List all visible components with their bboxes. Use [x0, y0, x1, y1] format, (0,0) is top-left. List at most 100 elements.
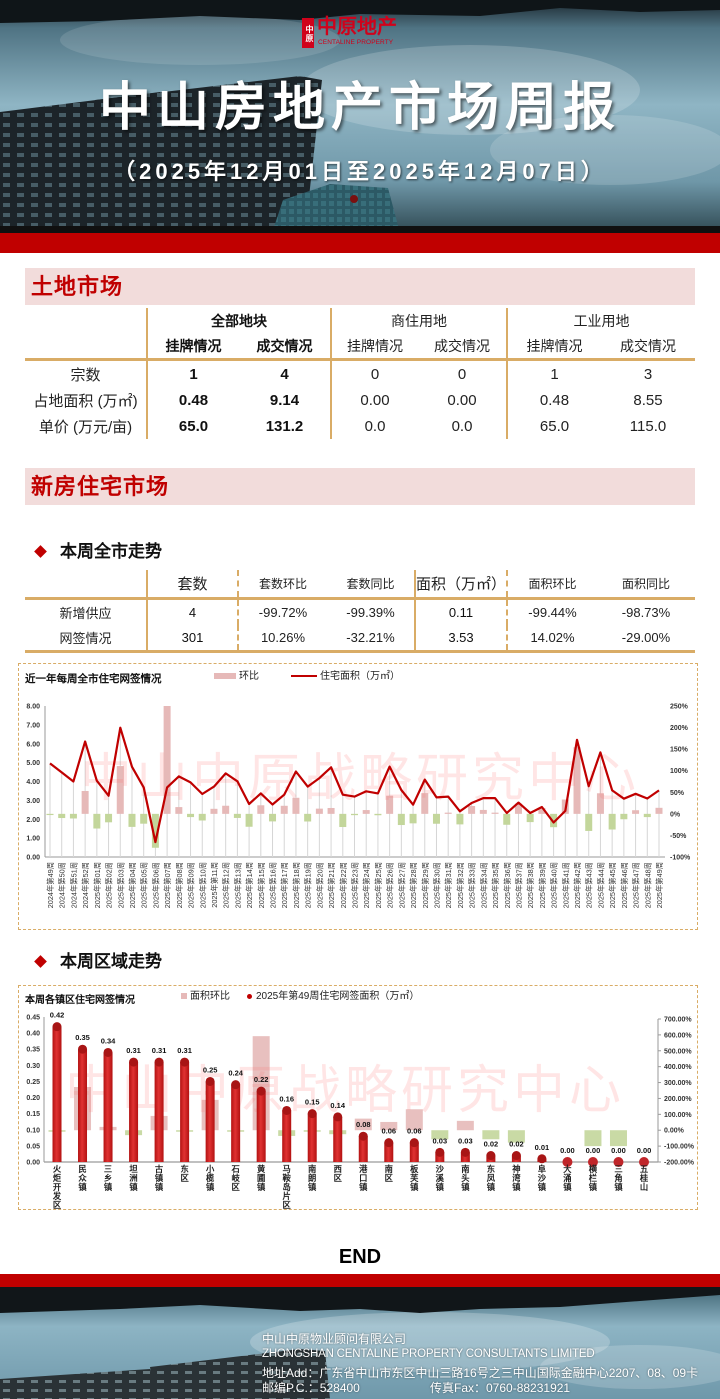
- mom-bar: [303, 813, 311, 821]
- area-bar-dot: [612, 1156, 623, 1167]
- mom-bar: [256, 804, 264, 814]
- area-bar-cap: [434, 1147, 444, 1157]
- legend-swatch-bar: [181, 993, 187, 1000]
- x-tick-label: 2025年第39周: [537, 862, 546, 908]
- mom-bar: [583, 1129, 601, 1146]
- y-tick-label-left: 0.15: [26, 1111, 40, 1118]
- data-label: 0.16: [279, 1094, 294, 1103]
- column-header: 挂牌情况: [506, 333, 601, 361]
- area-bar-cap: [511, 1150, 521, 1160]
- x-tick-label: 阜沙镇: [537, 1164, 546, 1192]
- x-tick-label: 神湾镇: [512, 1164, 521, 1192]
- table-header-row: 套数 套数环比 套数同比 面积（万㎡） 面积环比 面积同比: [25, 570, 695, 600]
- x-tick-label: 2025年第01周: [92, 862, 101, 908]
- mom-bar: [174, 806, 182, 814]
- y-tick-label-right: 250%: [670, 703, 689, 710]
- y-tick-label-left: 3.00: [26, 797, 40, 804]
- table-cell: 0.00: [447, 391, 477, 409]
- row-label: 网签情况: [25, 625, 147, 653]
- y-tick-label-left: 0.40: [26, 1030, 40, 1037]
- report-title: 中山房地产市场周报: [98, 77, 621, 138]
- table-cell: 0.0: [330, 413, 418, 439]
- mom-bar: [507, 1129, 525, 1143]
- table-cell: 1: [506, 359, 601, 387]
- y-tick-label-right: 200.00%: [664, 1095, 692, 1102]
- centaline-logo: 中原 中原地产 CENTALINE PROPERTY: [302, 16, 422, 52]
- mom-bar: [151, 813, 159, 848]
- y-tick-label-right: 100%: [670, 768, 689, 775]
- area-bar-cap: [52, 1021, 61, 1031]
- data-label: 0.08: [355, 1120, 370, 1129]
- mom-bar: [127, 813, 135, 827]
- x-tick-label: 2025年第09周: [186, 862, 195, 908]
- area-bar-cap: [409, 1137, 419, 1147]
- column-header: 套数环比: [237, 570, 327, 600]
- y-tick-label-right: -200.00%: [664, 1159, 695, 1166]
- area-bar: [383, 1142, 393, 1162]
- mom-bar: [104, 813, 112, 822]
- x-tick-label: 2025年第23周: [350, 862, 359, 908]
- area-bar-cap: [332, 1111, 342, 1121]
- y-tick-label-right: 150%: [670, 746, 689, 753]
- mom-bar: [397, 813, 405, 825]
- area-bar: [77, 1048, 87, 1162]
- mom-bar: [327, 807, 335, 814]
- column-header: 面积环比: [506, 570, 597, 600]
- y-tick-label-right: 100.00%: [664, 1111, 692, 1118]
- table-cell: 3: [643, 365, 653, 383]
- area-bar: [434, 1151, 444, 1162]
- mom-bar: [379, 1121, 397, 1130]
- x-tick-label: 2025年第30周: [432, 862, 441, 908]
- table-subheader-row: 挂牌情况 成交情况 挂牌情况 成交情况 挂牌情况 成交情况: [25, 333, 695, 361]
- company-postcode: 邮编P.C.：528400: [262, 1381, 360, 1395]
- y-tick-label-right: 700.00%: [664, 1016, 692, 1023]
- weekly-signing-chart: 0.00 1.00 2.00 3.00 4.00 5.00 6.00 7.00 8.00 -100…: [18, 663, 698, 930]
- company-name-en: ZHONGSHAN CENTALINE PROPERTY CONSULTANTS…: [262, 1348, 595, 1360]
- company-fax: 传真Fax：0760-88231921: [430, 1381, 571, 1395]
- x-tick-label: 三角镇: [614, 1164, 623, 1192]
- data-label: 0.35: [75, 1033, 90, 1042]
- area-bar-cap: [103, 1047, 113, 1057]
- column-header: 成交情况: [418, 333, 507, 361]
- x-tick-label: 2025年第44周: [596, 862, 605, 908]
- column-header: 挂牌情况: [146, 333, 239, 361]
- legend-label: 住宅面积（万㎡）: [320, 671, 400, 682]
- table-cell: 4: [280, 365, 289, 383]
- data-label: 0.03: [432, 1136, 447, 1145]
- x-tick-label: 2025年第33周: [467, 862, 476, 908]
- area-bar-dot: [561, 1156, 572, 1167]
- area-bar-cap: [128, 1057, 138, 1067]
- diamond-bullet-icon: [34, 545, 47, 558]
- x-tick-label: 2025年第21周: [327, 862, 336, 908]
- mom-bar: [209, 808, 217, 814]
- data-label: 0.02: [483, 1139, 498, 1148]
- citywide-weekly-table: 套数 套数环比 套数同比 面积（万㎡） 面积环比 面积同比 新增供应 4 -99…: [25, 570, 695, 653]
- area-bar-dot: [587, 1156, 598, 1167]
- area-bar-cap: [256, 1086, 266, 1096]
- x-tick-label: 2025年第08周: [174, 862, 183, 908]
- x-tick-label: 古镇镇: [154, 1164, 163, 1192]
- table-cell: 65.0: [146, 413, 239, 439]
- section-header-land-market: 土地市场: [25, 268, 695, 305]
- x-tick-label: 2025年第29周: [420, 862, 429, 908]
- x-tick-label: 2025年第31周: [444, 862, 453, 908]
- x-tick-label: 南头镇: [461, 1164, 470, 1192]
- legend-label: 环比: [239, 671, 259, 682]
- mom-bar: [280, 805, 288, 814]
- y-tick-label-left: 4.00: [26, 779, 40, 786]
- logo-text-cn: 中原地产: [317, 16, 397, 38]
- y-tick-label-right: 400.00%: [664, 1064, 692, 1071]
- mom-bar: [139, 813, 147, 824]
- mom-bar: [420, 792, 428, 814]
- data-label: 0.31: [177, 1046, 192, 1055]
- x-tick-label: 民众镇: [78, 1164, 87, 1192]
- area-bar: [205, 1080, 215, 1162]
- area-bar: [332, 1116, 342, 1162]
- y-tick-label-left: 0.25: [26, 1078, 40, 1085]
- corner-cell: [25, 570, 147, 600]
- legend-swatch-line: [291, 675, 317, 678]
- legend-item-area: 住宅面积（万㎡）: [291, 671, 400, 683]
- section-header-new-home-market: 新房住宅市场: [25, 468, 695, 505]
- x-tick-label: 西区: [333, 1164, 342, 1183]
- y-tick-label-left: 0.45: [26, 1014, 40, 1021]
